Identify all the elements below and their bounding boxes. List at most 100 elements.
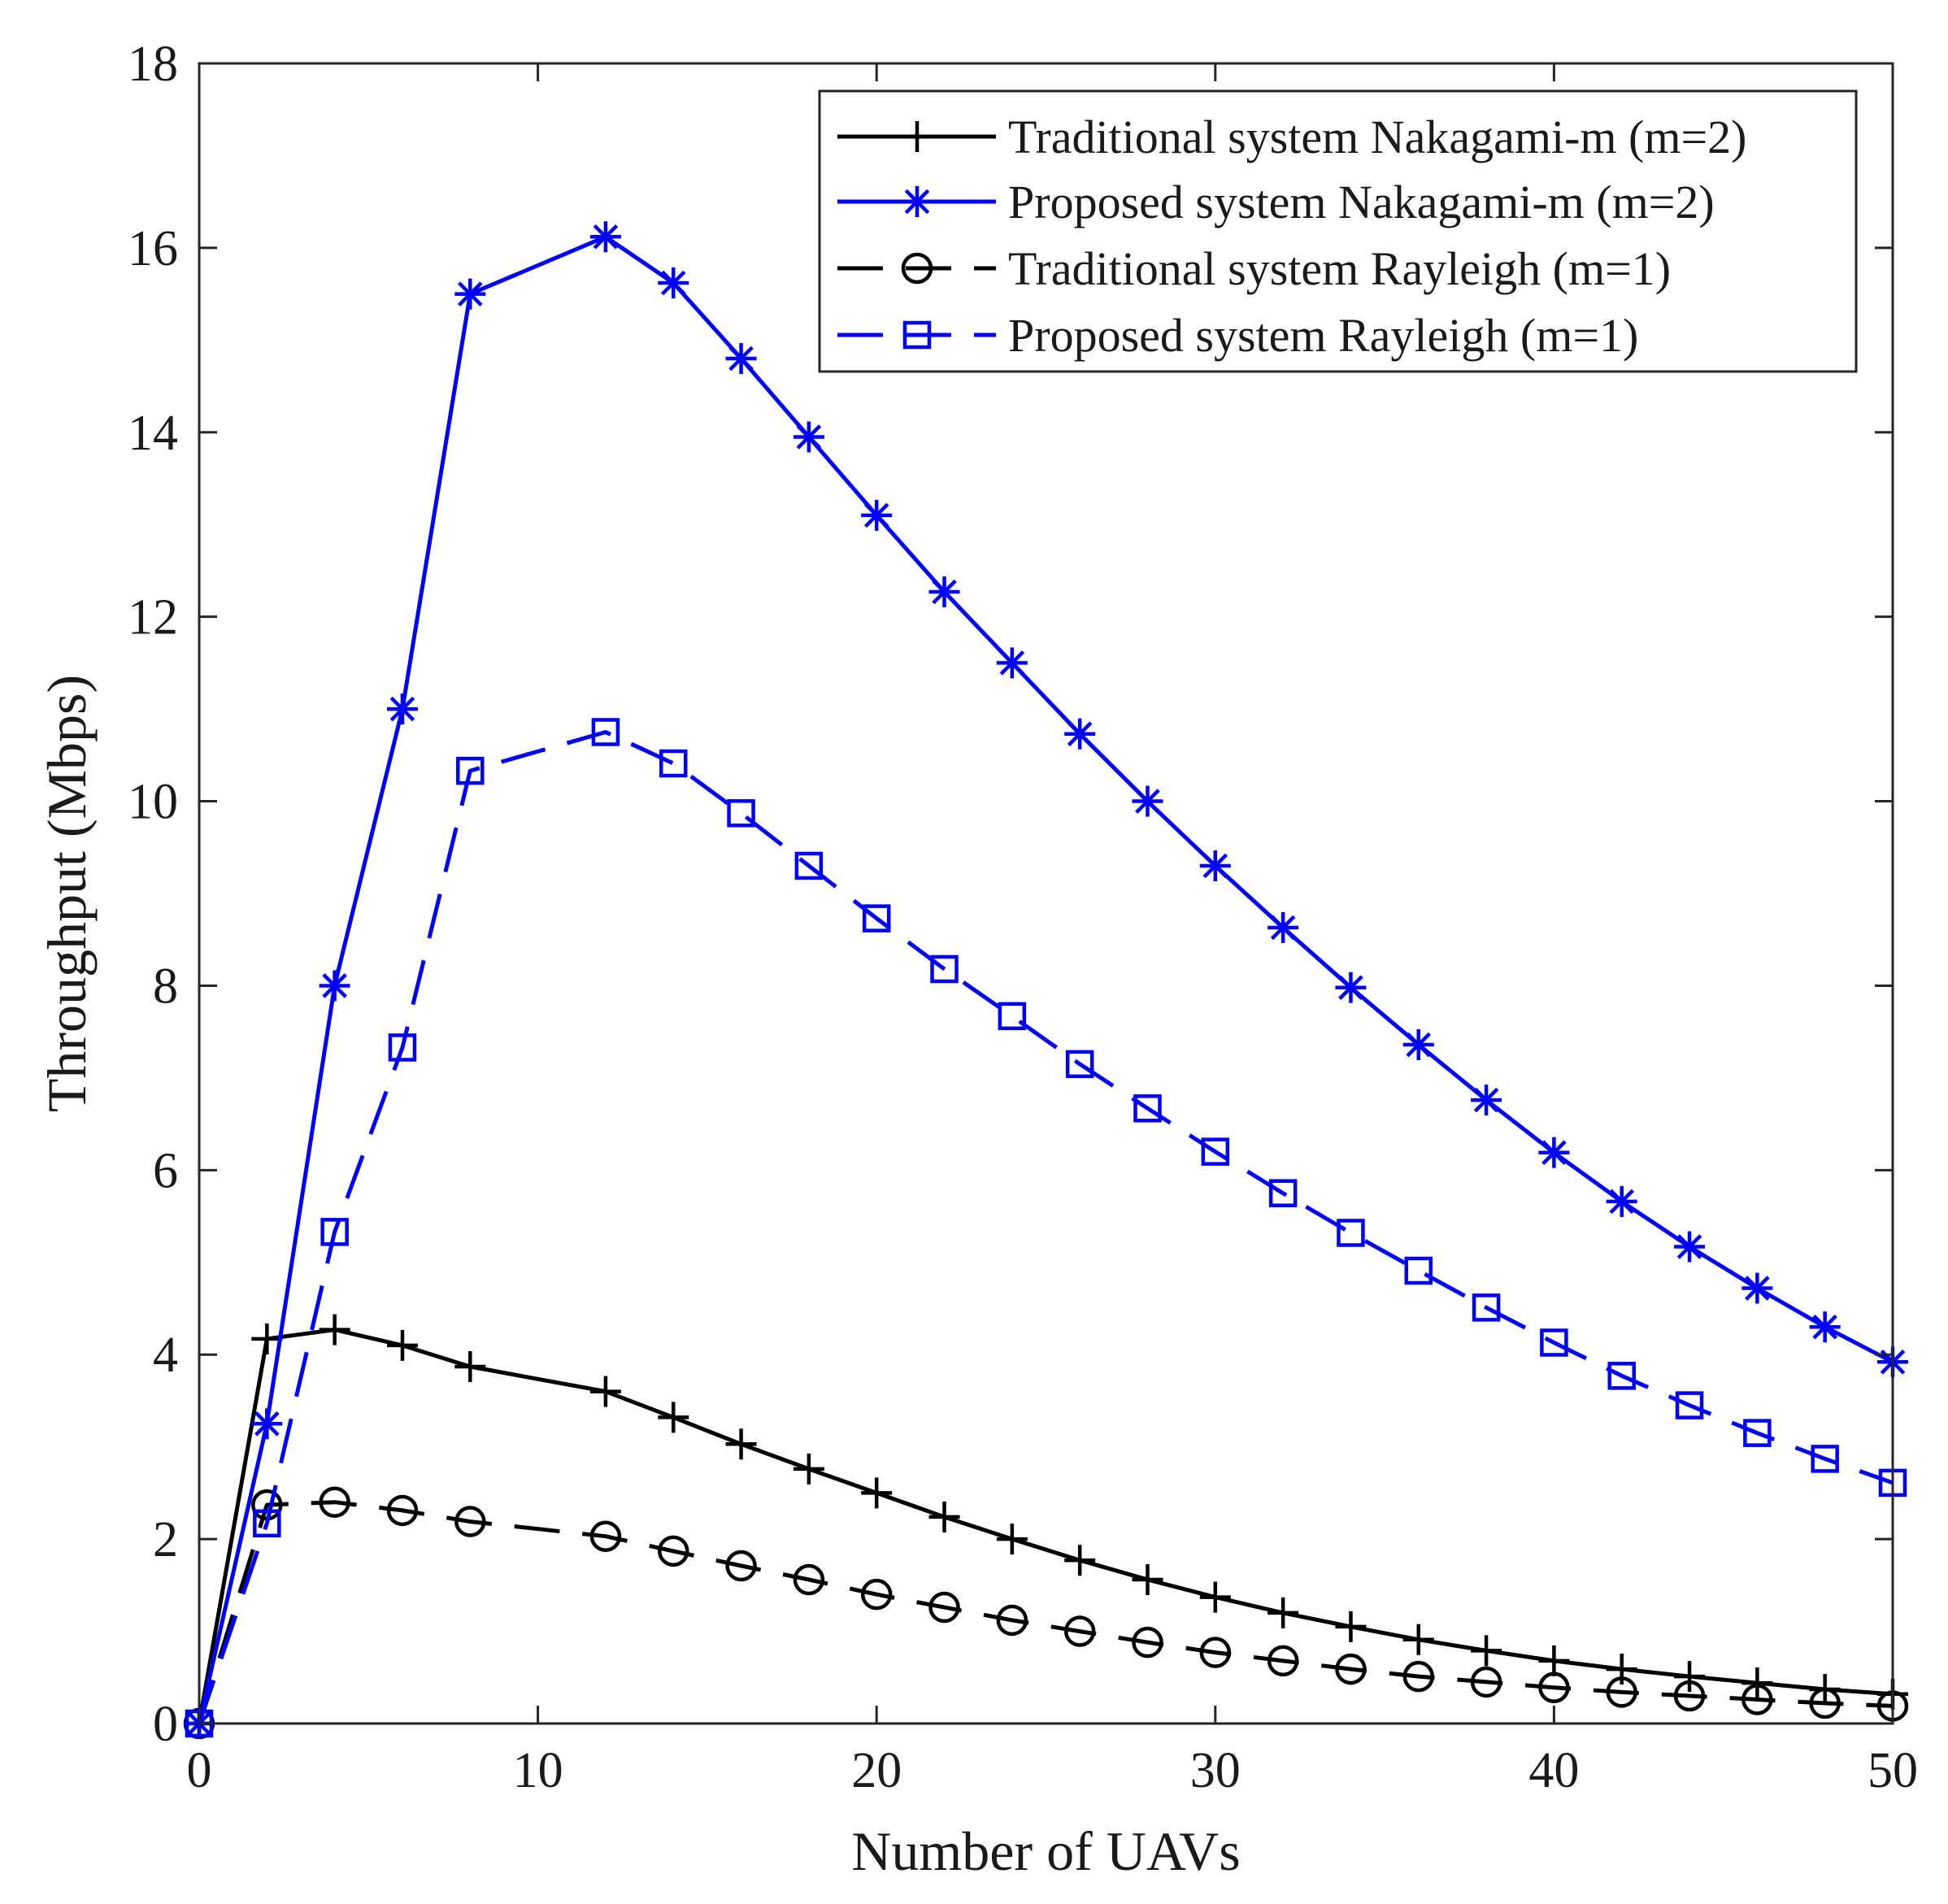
data-point <box>456 756 485 785</box>
circle-marker-shape <box>319 1486 350 1518</box>
plot-area <box>183 221 1909 1740</box>
data-point <box>319 1486 350 1518</box>
asterisk-marker-stroke <box>1270 915 1296 941</box>
asterisk-marker-stroke <box>593 224 619 250</box>
asterisk-marker-stroke <box>932 579 957 605</box>
square-marker-shape <box>1404 1256 1433 1285</box>
data-point <box>1199 1637 1232 1668</box>
asterisk-marker-stroke <box>1609 1189 1634 1215</box>
data-point <box>591 718 620 746</box>
data-point <box>1471 1635 1502 1667</box>
x-tick-label: 30 <box>1190 1743 1241 1798</box>
data-point <box>1335 972 1367 1003</box>
square-marker-shape <box>862 904 891 932</box>
series-traditional-rayleigh <box>183 1486 1909 1740</box>
square-marker-shape <box>1811 1445 1839 1473</box>
legend-entry: Proposed system Nakagami-m (m=2) <box>837 176 1715 228</box>
series-proposed-nakagami <box>184 221 1908 1739</box>
data-point <box>589 221 621 253</box>
circle-marker-shape <box>657 1535 689 1567</box>
square-marker-shape <box>998 1002 1027 1031</box>
legend-swatch-marker <box>901 252 933 285</box>
data-point <box>930 954 959 984</box>
y-tick-label: 18 <box>128 37 178 92</box>
data-point <box>1606 1185 1637 1217</box>
data-point <box>861 1477 893 1509</box>
data-point <box>725 1428 757 1460</box>
legend: Traditional system Nakagami-m (m=2) Propo… <box>818 89 1858 373</box>
legend-entry: Traditional system Nakagami-m (m=2) <box>837 111 1747 163</box>
data-point <box>1607 1362 1636 1390</box>
data-point <box>1606 1654 1637 1685</box>
asterisk-marker-stroke <box>322 973 347 998</box>
legend-entry: Proposed system Rayleigh (m=1) <box>837 309 1638 362</box>
data-point <box>1337 1219 1365 1247</box>
data-point <box>1674 1231 1706 1263</box>
circle-marker-shape <box>725 1550 757 1582</box>
data-point <box>320 1218 349 1246</box>
asterisk-marker-stroke <box>1067 721 1093 747</box>
circle-marker-shape <box>1335 1653 1367 1685</box>
data-point <box>860 1578 893 1611</box>
data-point <box>1335 1611 1367 1642</box>
data-point <box>1404 1256 1433 1285</box>
asterisk-marker-stroke <box>999 650 1025 676</box>
data-point <box>388 1033 417 1062</box>
asterisk-marker-stroke <box>796 424 822 450</box>
series-proposed-rayleigh-line <box>197 730 1894 1724</box>
asterisk-marker-stroke <box>863 502 889 528</box>
circle-marker-shape <box>1199 1637 1232 1668</box>
asterisk-marker-stroke <box>389 696 415 722</box>
y-tick-label: 10 <box>128 775 178 830</box>
x-tick-label: 50 <box>1868 1743 1918 1798</box>
y-axis-label: Throughput (Mbps) <box>36 675 98 1112</box>
data-point <box>862 904 891 932</box>
data-point <box>386 693 418 725</box>
legend-swatch-marker <box>902 121 933 152</box>
asterisk-marker-stroke <box>1676 1234 1702 1259</box>
data-point <box>1470 1666 1502 1698</box>
data-point <box>1199 1581 1231 1613</box>
x-tick-label: 20 <box>851 1743 902 1798</box>
legend-entry: Traditional system Rayleigh (m=1) <box>837 242 1671 295</box>
square-marker-shape <box>1472 1293 1501 1322</box>
data-point <box>1402 1029 1434 1061</box>
data-point <box>1743 1419 1772 1447</box>
legend-label: Traditional system Nakagami-m (m=2) <box>1008 111 1747 163</box>
square-marker-shape <box>1675 1391 1704 1419</box>
square-marker-shape <box>320 1218 349 1246</box>
data-point <box>1133 1094 1162 1123</box>
circle-marker-shape <box>901 252 933 285</box>
y-tick-label: 8 <box>153 959 178 1014</box>
square-marker-shape <box>1607 1362 1636 1390</box>
circle-marker-shape <box>1470 1666 1502 1698</box>
data-point <box>725 1550 757 1582</box>
data-point <box>454 278 486 310</box>
legend-swatch-marker <box>902 186 933 217</box>
data-point <box>251 1408 283 1440</box>
asterisk-marker-stroke <box>254 1411 280 1437</box>
data-point <box>1402 1624 1434 1655</box>
square-marker-shape <box>727 799 755 828</box>
square-marker-shape <box>1540 1328 1568 1357</box>
square-marker-shape <box>930 954 959 984</box>
data-point <box>928 576 960 608</box>
asterisk-marker-stroke <box>458 281 483 306</box>
asterisk-marker-stroke <box>660 270 686 296</box>
y-tick-label: 14 <box>128 406 178 461</box>
data-point <box>794 851 824 880</box>
square-marker-shape <box>1133 1094 1162 1123</box>
data-point <box>454 1350 486 1382</box>
square-marker-shape <box>1337 1219 1365 1247</box>
data-point <box>253 1509 281 1538</box>
circle-marker-shape <box>386 1494 419 1527</box>
data-point <box>1540 1328 1568 1357</box>
data-point <box>1809 1311 1841 1343</box>
data-point <box>659 749 688 778</box>
asterisk-marker-stroke <box>1812 1314 1837 1340</box>
data-point <box>928 1591 960 1624</box>
circle-marker-shape <box>996 1604 1028 1637</box>
square-marker-shape <box>902 320 932 350</box>
circle-marker-shape <box>860 1578 893 1611</box>
